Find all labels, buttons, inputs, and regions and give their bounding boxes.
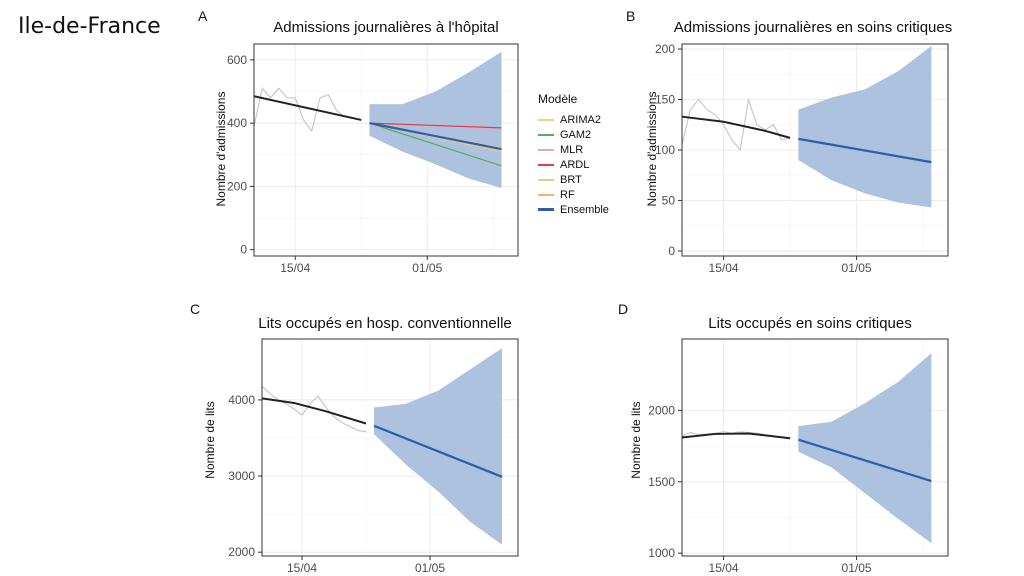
- legend-item-rf: RF: [538, 187, 609, 202]
- history-fit-series: [681, 115, 791, 139]
- region-label: Ile-de-France: [18, 14, 161, 39]
- ensemble-series: [373, 424, 503, 478]
- model-series-ardl: [369, 122, 502, 129]
- x-tick-label: 01/05: [842, 561, 872, 575]
- legend-key: [538, 163, 554, 166]
- panel-letter-b: B: [626, 8, 636, 24]
- legend-label: RF: [560, 188, 575, 201]
- y-tick-label: 200: [655, 42, 675, 56]
- legend-item-gam2: GAM2: [538, 127, 609, 142]
- prediction-band: [798, 46, 932, 208]
- x-tick-label: 15/04: [709, 561, 739, 575]
- y-tick-label: 2000: [228, 545, 255, 559]
- y-tick-label: 3000: [228, 469, 255, 483]
- y-tick-label: 600: [227, 53, 247, 67]
- ensemble-series: [798, 137, 932, 164]
- legend-label: MLR: [560, 143, 584, 156]
- plot-frame: [253, 43, 519, 257]
- ensemble-series: [369, 122, 502, 151]
- legend-label: ARDL: [560, 158, 590, 171]
- y-tick-label: 1000: [648, 546, 675, 560]
- legend-title: Modèle: [538, 92, 578, 106]
- legend-label: GAM2: [560, 128, 592, 141]
- panel-letter-d: D: [618, 301, 629, 317]
- prediction-band: [369, 51, 502, 188]
- legend-key: [538, 208, 554, 211]
- legend-item-mlr: MLR: [538, 142, 609, 157]
- legend-label: Ensemble: [560, 203, 609, 216]
- panel-letter-a: A: [198, 8, 208, 24]
- observed-series: [681, 98, 791, 152]
- plot-frame: [261, 338, 519, 557]
- legend-key: [538, 118, 554, 121]
- legend-item-ardl: ARDL: [538, 157, 609, 172]
- legend-item-brt: BRT: [538, 172, 609, 187]
- x-tick-label: 15/04: [280, 261, 310, 275]
- panel-title-b: Admissions journalières en soins critiqu…: [673, 19, 953, 36]
- panel-title-a: Admissions journalières à l'hôpital: [273, 19, 499, 36]
- y-tick-label: 400: [227, 116, 247, 130]
- legend-key: [538, 133, 554, 136]
- y-tick-label: 200: [227, 179, 247, 193]
- y-tick-label: 150: [655, 93, 675, 107]
- history-fit-series: [261, 397, 367, 425]
- panel-title-d: Lits occupés en soins critiques: [708, 315, 912, 332]
- y-tick-label: 2000: [648, 403, 675, 417]
- y-tick-label: 100: [655, 143, 675, 157]
- history-fit-series: [253, 95, 362, 121]
- y-tick-label: 0: [240, 243, 247, 257]
- plot-frame: [681, 338, 949, 557]
- history-fit-series: [681, 432, 791, 440]
- legend-label: BRT: [560, 173, 582, 186]
- prediction-band: [374, 348, 502, 545]
- y-tick-label: 1500: [648, 475, 675, 489]
- x-tick-label: 01/05: [842, 261, 872, 275]
- y-tick-label: 50: [662, 193, 676, 207]
- legend-label: ARIMA2: [560, 113, 601, 126]
- y-tick-label: 0: [668, 244, 675, 258]
- legend-key: [538, 193, 554, 196]
- legend: Modèle ARIMA2 GAM2 MLR ARDL BRT RF Ensemble: [538, 92, 609, 217]
- ensemble-series: [798, 438, 932, 483]
- panel-letter-c: C: [190, 301, 201, 317]
- x-tick-label: 01/05: [415, 561, 445, 575]
- legend-key: [538, 148, 554, 151]
- y-tick-label: 4000: [228, 393, 255, 407]
- x-tick-label: 15/04: [709, 261, 739, 275]
- x-tick-label: 15/04: [287, 561, 317, 575]
- legend-item-ensemble: Ensemble: [538, 202, 609, 217]
- legend-item-arima2: ARIMA2: [538, 112, 609, 127]
- x-tick-label: 01/05: [412, 261, 442, 275]
- prediction-band: [798, 353, 932, 544]
- model-series-gam2: [369, 122, 502, 167]
- legend-key: [538, 178, 554, 181]
- panel-title-c: Lits occupés en hosp. conventionnelle: [258, 315, 512, 332]
